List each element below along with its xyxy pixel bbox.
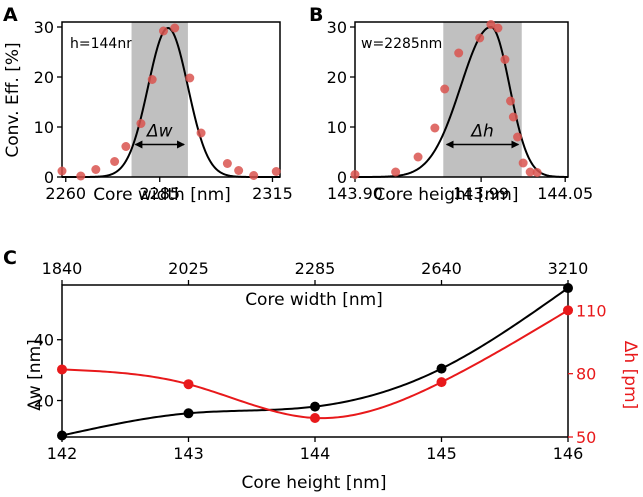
data-point bbox=[271, 167, 281, 176]
data-point bbox=[158, 26, 168, 36]
x-tick-label: 2260 bbox=[45, 184, 86, 203]
data-point bbox=[234, 166, 244, 175]
series-1-point bbox=[563, 305, 573, 316]
fit-curve bbox=[355, 26, 568, 178]
series-0-point bbox=[563, 283, 573, 294]
x-tick-label: 2315 bbox=[252, 184, 293, 203]
x-tick-label: 144.05 bbox=[537, 184, 593, 203]
panel-b-xlabel: Core height [nm] bbox=[374, 185, 519, 205]
panel-a: A h=144nm Core width [nm] Conv. Eff. [%]… bbox=[3, 4, 293, 205]
panel-b-label: B bbox=[309, 4, 323, 26]
series-0-point bbox=[57, 430, 67, 441]
data-point bbox=[440, 84, 450, 94]
y-tick-label: 10 bbox=[327, 118, 347, 137]
x-tick-label: 143.99 bbox=[453, 184, 509, 203]
panel-c-xlabel: Core height [nm] bbox=[242, 473, 387, 493]
band-label: Δw bbox=[145, 122, 173, 142]
band-region bbox=[131, 22, 188, 177]
data-point bbox=[222, 159, 232, 168]
data-point bbox=[249, 171, 259, 180]
data-point bbox=[508, 112, 518, 122]
panel-c-y2label: Δh [pm] bbox=[620, 341, 640, 409]
panel-c-top-axis-title: Core width [nm] bbox=[245, 290, 383, 310]
plot-frame bbox=[61, 21, 281, 178]
y-tick-label: 0 bbox=[337, 168, 347, 187]
data-point bbox=[506, 96, 516, 106]
series-0-point bbox=[436, 363, 447, 374]
top-x-tick-label: 2285 bbox=[295, 259, 336, 278]
data-point bbox=[121, 142, 131, 151]
x-tick-label: 144 bbox=[300, 444, 331, 463]
series-1-point bbox=[57, 364, 67, 375]
x-tick-label: 143 bbox=[173, 444, 204, 463]
data-point bbox=[136, 119, 146, 128]
top-x-tick-label: 2025 bbox=[168, 259, 209, 278]
plot-frame bbox=[354, 21, 569, 178]
y-tick-label: 20 bbox=[34, 68, 54, 87]
x-tick-label: 142 bbox=[47, 444, 78, 463]
x-tick-label: 145 bbox=[426, 444, 457, 463]
data-point bbox=[475, 33, 485, 43]
panel-c-ylabel: Δw [nm] bbox=[25, 339, 45, 411]
y-tick-label: 0 bbox=[44, 168, 54, 187]
data-point bbox=[391, 167, 401, 177]
data-point bbox=[110, 157, 120, 166]
y-tick-label: 20 bbox=[327, 68, 347, 87]
panel-c-label: C bbox=[3, 247, 17, 269]
data-point bbox=[76, 171, 86, 181]
band-label: Δh bbox=[469, 122, 493, 142]
series-0-point bbox=[310, 401, 320, 412]
y-tick-label: 30 bbox=[34, 18, 54, 37]
series-1-point bbox=[183, 379, 194, 390]
data-point bbox=[413, 152, 423, 162]
data-point bbox=[513, 132, 523, 142]
data-point bbox=[486, 20, 496, 29]
data-point bbox=[493, 23, 503, 33]
data-point bbox=[57, 166, 67, 176]
top-x-tick-label: 1840 bbox=[42, 259, 83, 278]
x-tick-label: 2285 bbox=[139, 184, 180, 203]
data-point bbox=[350, 170, 360, 179]
data-point bbox=[170, 23, 180, 33]
top-x-tick-label: 3210 bbox=[548, 259, 589, 278]
x-tick-label: 143.90 bbox=[327, 184, 383, 203]
y2-tick-label: 80 bbox=[576, 365, 596, 384]
data-point bbox=[532, 168, 542, 177]
panel-b-annotation: w=2285nm bbox=[361, 36, 442, 52]
panel-a-ylabel: Conv. Eff. [%] bbox=[3, 42, 23, 157]
y2-tick-label: 110 bbox=[576, 301, 607, 320]
data-point bbox=[196, 128, 206, 138]
panel-a-label: A bbox=[3, 4, 18, 26]
data-point bbox=[430, 123, 440, 133]
panel-c: C Core width [nm] Core height [nm] Δw [n… bbox=[3, 247, 640, 493]
panel-a-annotation: h=144nm bbox=[70, 36, 140, 52]
data-point bbox=[185, 73, 195, 83]
x-tick-label: 146 bbox=[553, 444, 584, 463]
data-point bbox=[147, 75, 157, 84]
y-tick-label: 40 bbox=[34, 331, 54, 350]
data-point bbox=[500, 55, 510, 64]
top-x-tick-label: 2640 bbox=[421, 259, 462, 278]
data-point bbox=[454, 48, 464, 58]
y-tick-label: 20 bbox=[34, 392, 54, 411]
data-point bbox=[518, 158, 528, 168]
series-1-point bbox=[310, 413, 320, 423]
y-tick-label: 10 bbox=[34, 118, 54, 137]
panel-b: B w=2285nm Core height [nm] 143.90 143.99… bbox=[309, 4, 593, 205]
y2-tick-label: 50 bbox=[576, 428, 596, 447]
y-tick-label: 30 bbox=[327, 18, 347, 37]
series-0-point bbox=[183, 408, 194, 419]
data-point bbox=[91, 165, 101, 174]
series-1-point bbox=[436, 377, 447, 388]
panel-a-xlabel: Core width [nm] bbox=[93, 185, 231, 205]
data-point bbox=[525, 167, 535, 177]
